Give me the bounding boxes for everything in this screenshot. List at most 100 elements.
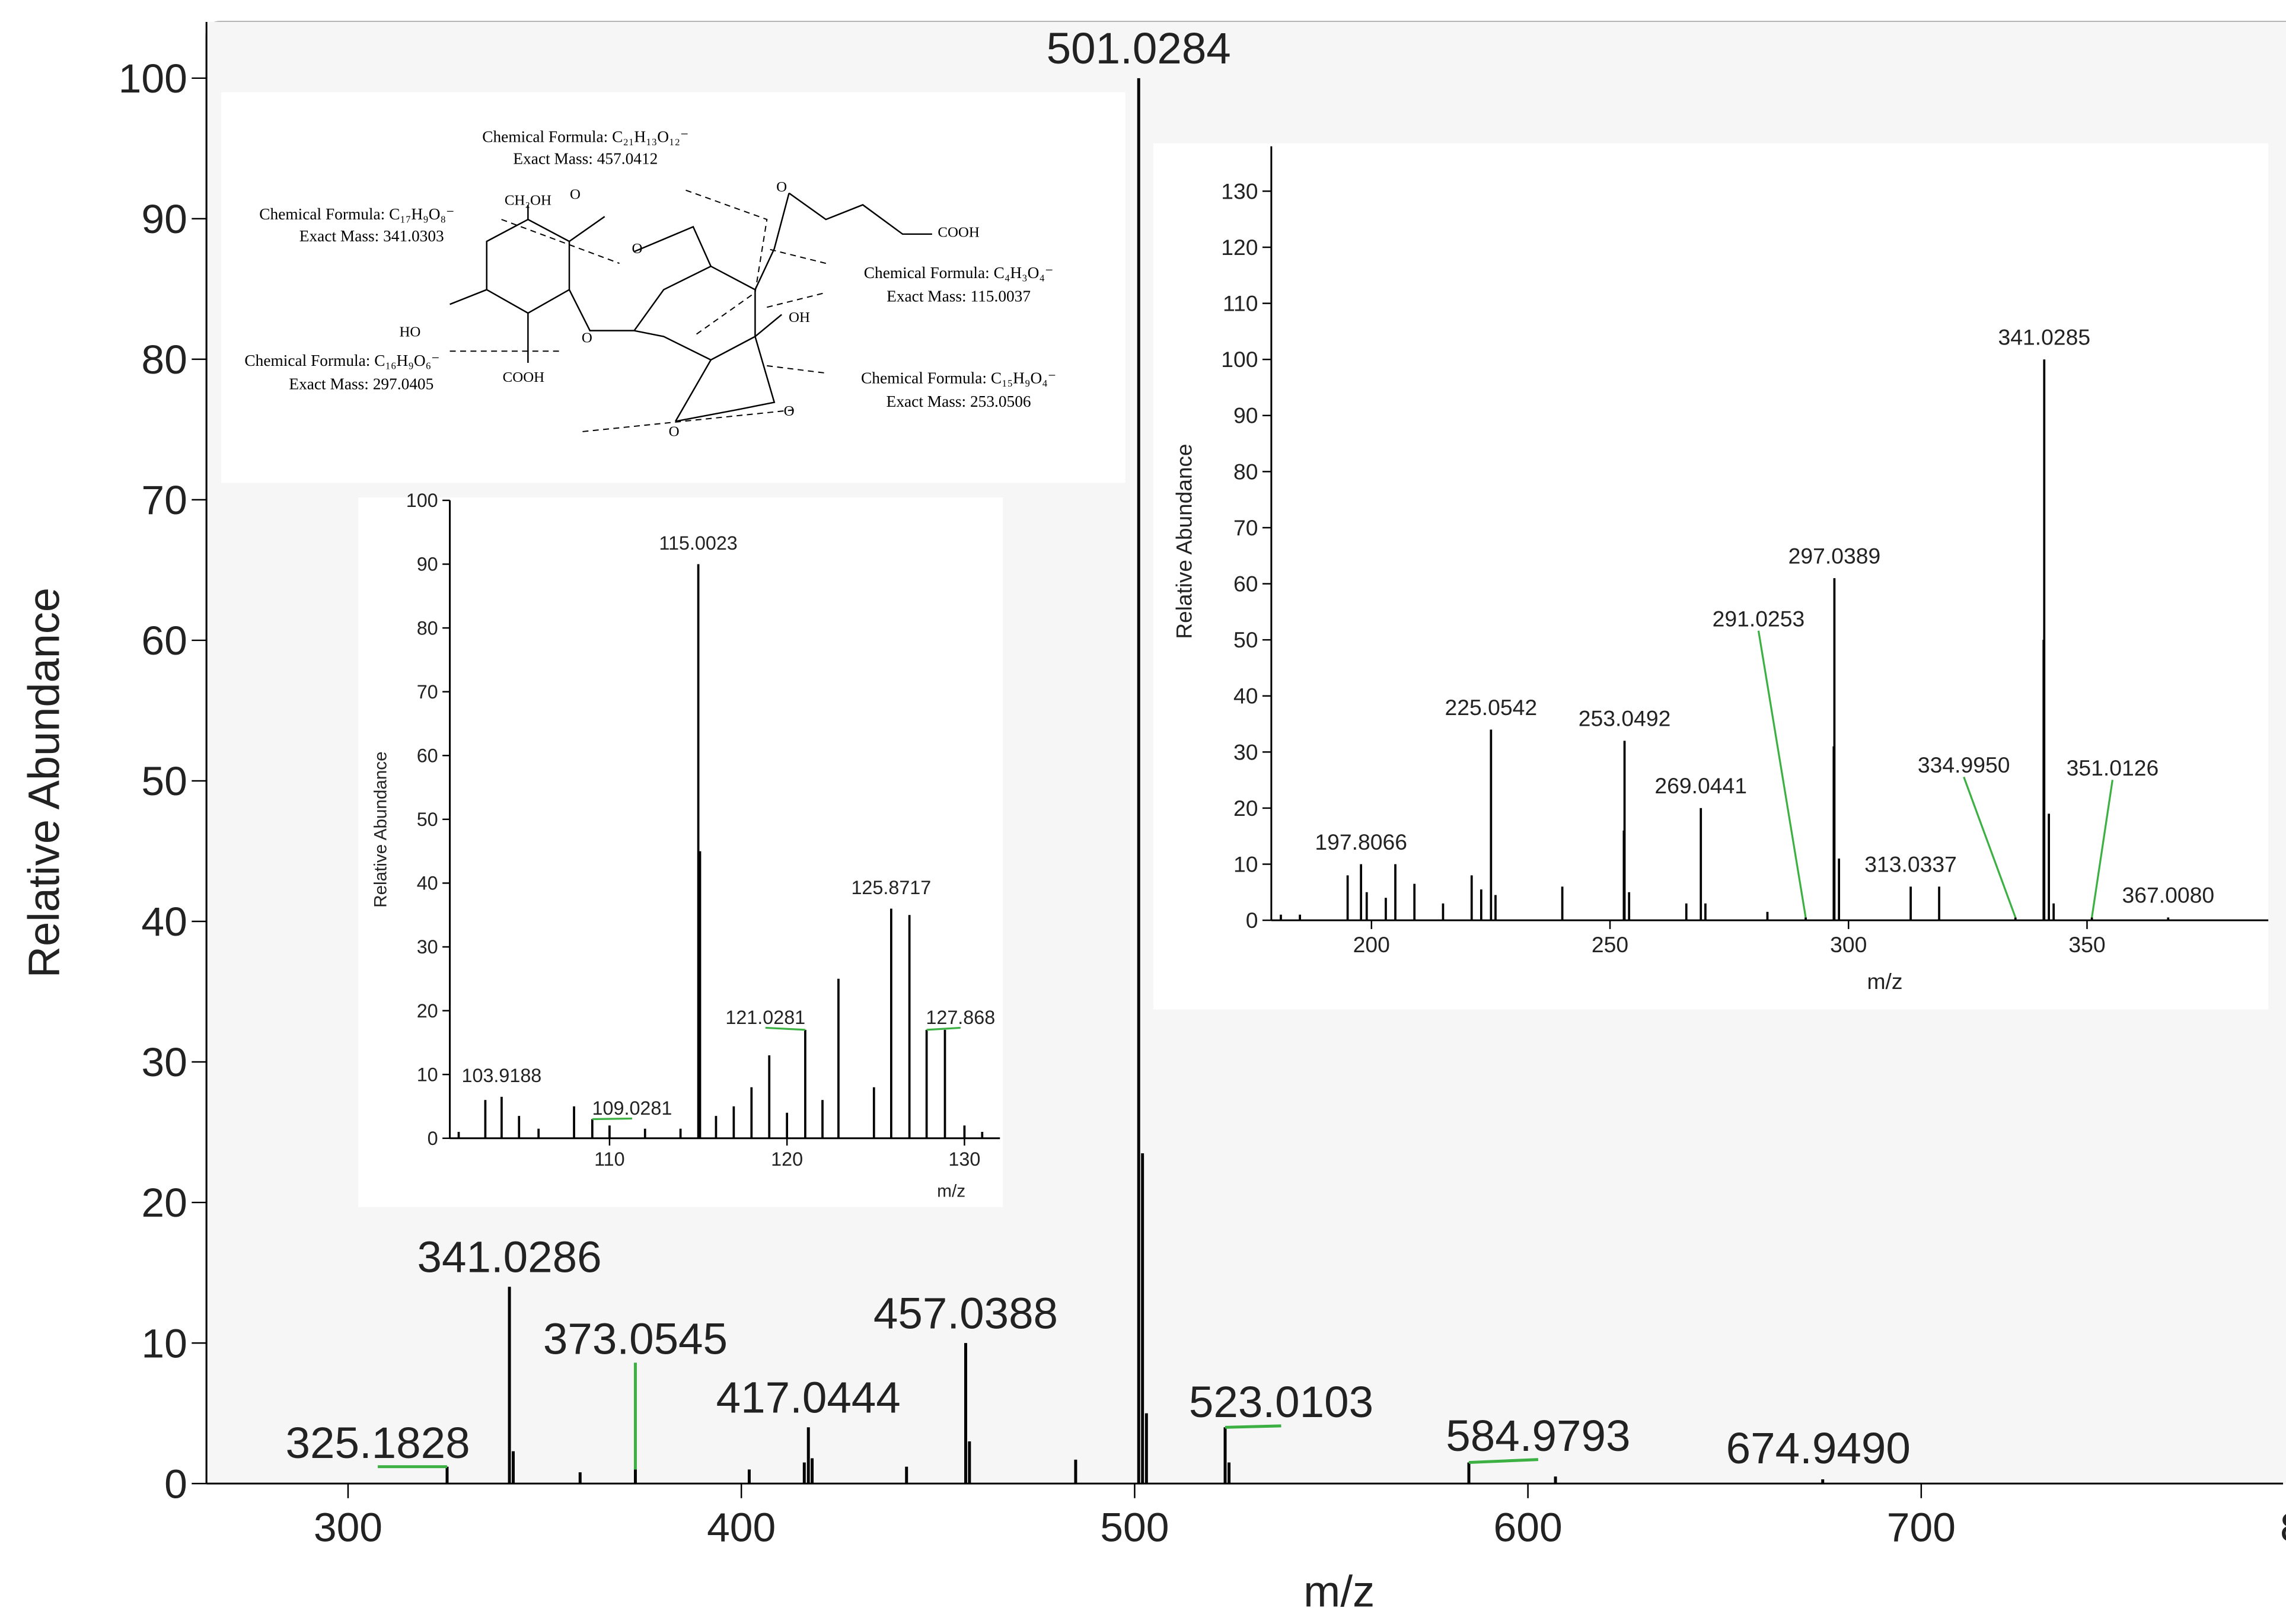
- fragment-formula: Chemical Formula: C₂₁H₁₃O₁₂⁻: [482, 127, 688, 145]
- y-tick-label: 70: [141, 477, 187, 523]
- peak-label: 291.0253: [1713, 606, 1805, 631]
- fragment-mass: Exact Mass: 253.0506: [887, 393, 1031, 410]
- y-axis-label: Relative Abundance: [1171, 444, 1196, 639]
- y-tick-label: 0: [428, 1128, 438, 1149]
- peak-label-leader: [1225, 1424, 1281, 1429]
- atom-label: O: [632, 241, 642, 257]
- peak-label: 417.0444: [716, 1373, 901, 1422]
- y-tick-label: 90: [417, 554, 438, 575]
- x-tick-label: 350: [2068, 932, 2105, 957]
- peak-label: 127.868: [926, 1007, 995, 1028]
- spectrum-chart: 0 10 20 30 40 50 60 70 80 90 100 110 120 130 200 250 300…: [1153, 143, 2269, 1010]
- x-tick-label: 600: [1494, 1504, 1563, 1550]
- y-tick-label: 30: [141, 1039, 187, 1085]
- fragment-mass: Exact Mass: 115.0037: [887, 287, 1031, 305]
- x-axis-label: m/z: [1867, 969, 1902, 994]
- x-tick-label: 130: [948, 1148, 980, 1170]
- peak-label-leader: [1963, 776, 2017, 918]
- peak-label-leader: [1468, 1458, 1539, 1465]
- x-tick-label: 120: [771, 1148, 803, 1170]
- peak-label: 269.0441: [1654, 773, 1747, 798]
- peak-label: 367.0080: [2122, 883, 2214, 908]
- fragment-cut-lines: [449, 189, 827, 432]
- y-tick-label: 50: [141, 758, 187, 804]
- peak-label: 341.0286: [417, 1233, 601, 1282]
- y-tick-label: 80: [1233, 459, 1258, 484]
- structure-panel: Chemical Formula: C₂₁H₁₃O₁₂⁻ Exact Mass: …: [221, 92, 1126, 483]
- y-tick-label: 10: [141, 1320, 187, 1367]
- peak-label: 313.0337: [1864, 852, 1957, 877]
- peak-label: 584.9793: [1446, 1411, 1630, 1460]
- y-tick-label: 30: [1233, 739, 1258, 764]
- y-tick-label: 70: [417, 681, 438, 703]
- y-tick-label: 100: [1221, 347, 1258, 372]
- y-tick-label: 20: [141, 1179, 187, 1226]
- atom-label: O: [784, 403, 795, 419]
- peak-label: 457.0388: [873, 1289, 1058, 1338]
- y-tick-label: 60: [417, 745, 438, 767]
- x-tick-label: 110: [594, 1148, 625, 1170]
- peak-label-leader: [765, 1026, 805, 1031]
- fragment-mass: Exact Mass: 297.0405: [289, 375, 433, 393]
- y-tick-label: 60: [1233, 572, 1258, 596]
- atom-label: COOH: [503, 369, 545, 385]
- y-tick-label: 20: [417, 1000, 438, 1022]
- x-axis-label: m/z: [1303, 1567, 1375, 1616]
- atom-label: O: [582, 330, 592, 346]
- y-tick-label: 100: [406, 490, 438, 511]
- y-tick-label: 0: [1246, 908, 1258, 933]
- atom-label: COOH: [938, 225, 980, 241]
- y-tick-label: 80: [417, 617, 438, 639]
- peak-label: 325.1828: [285, 1418, 470, 1467]
- structure-bonds: [449, 192, 932, 422]
- atom-label: O: [776, 179, 787, 195]
- inset-box: [1153, 143, 2269, 1010]
- y-tick-label: 90: [1233, 403, 1258, 428]
- y-tick-label: 10: [1233, 852, 1258, 877]
- y-tick-label: 0: [164, 1461, 187, 1507]
- x-tick-label: 250: [1592, 932, 1628, 957]
- x-tick-label: 300: [1830, 932, 1867, 957]
- atom-label: O: [669, 423, 680, 439]
- y-tick-label: 80: [141, 336, 187, 382]
- peak-label: 501.0284: [1047, 24, 1231, 73]
- y-tick-label: 110: [1223, 291, 1258, 316]
- inset-box: [358, 497, 1003, 1207]
- fragment-formula: Chemical Formula: C₁₅H₉O₄⁻: [861, 369, 1056, 387]
- y-axis-label: Relative Abundance: [19, 588, 68, 978]
- peak-label: 334.9950: [1918, 752, 2010, 777]
- y-tick-label: 20: [1233, 796, 1258, 821]
- peak-label: 125.8717: [851, 877, 931, 898]
- y-tick-label: 50: [1233, 627, 1258, 652]
- x-tick-label: 800: [2280, 1504, 2286, 1550]
- atom-label: CH₂OH: [505, 193, 551, 209]
- y-tick-label: 130: [1221, 179, 1258, 204]
- x-tick-label: 500: [1100, 1504, 1169, 1550]
- spectrum-chart: 0102030405060708090100300400500600700800…: [19, 22, 2286, 1616]
- y-tick-label: 10: [417, 1064, 438, 1086]
- x-tick-label: 300: [314, 1504, 382, 1550]
- atom-label: HO: [399, 324, 420, 340]
- y-tick-label: 40: [1233, 684, 1258, 709]
- spectrum-chart: 0 10 20 30 40 50 60 70 80 90 100 110 120 130 m/z Relati…: [358, 490, 1003, 1207]
- peak-label: 674.9490: [1726, 1424, 1911, 1473]
- peak-label: 225.0542: [1445, 695, 1538, 720]
- y-tick-label: 90: [141, 196, 187, 242]
- peak-label: 121.0281: [725, 1007, 805, 1028]
- y-tick-label: 30: [417, 936, 438, 958]
- x-tick-label: 400: [707, 1504, 776, 1550]
- peak-label-leader: [1757, 630, 1807, 918]
- y-tick-label: 70: [1233, 515, 1258, 540]
- fragment-mass: Exact Mass: 457.0412: [513, 149, 658, 167]
- x-tick-label: 700: [1887, 1504, 1956, 1550]
- peak-label: 341.0285: [1998, 325, 2091, 350]
- peak-label: 197.8066: [1315, 829, 1407, 854]
- atom-label: OH: [789, 310, 810, 326]
- x-tick-label: 200: [1353, 932, 1390, 957]
- fragment-formula: Chemical Formula: C₁₆H₉O₆⁻: [244, 352, 439, 369]
- peak-label: 523.0103: [1189, 1377, 1373, 1427]
- structure-box: [221, 92, 1126, 483]
- peak-label: 115.0023: [659, 532, 737, 554]
- peak-label: 253.0492: [1579, 706, 1671, 731]
